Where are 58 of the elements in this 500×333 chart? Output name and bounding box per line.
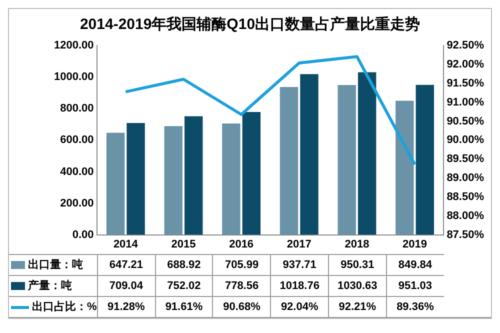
data-label: 950.31 — [328, 254, 386, 275]
bar — [242, 112, 261, 235]
y-tick-label: 400.00 — [60, 166, 94, 178]
y2-tick-label: 87.50% — [446, 228, 484, 241]
data-label: 92.21% — [328, 296, 386, 317]
legend-label: 出口量：吨 — [28, 259, 83, 271]
y2-tick-label: 89.50% — [446, 153, 484, 166]
y2-tick-label: 90.50% — [446, 115, 484, 128]
data-label: 91.61% — [154, 296, 212, 317]
data-label: 1018.76 — [270, 275, 328, 296]
y-tick-label: 200.00 — [60, 197, 94, 210]
bar — [396, 100, 414, 235]
bar — [338, 84, 356, 235]
legend-label: 出口占比：% — [32, 301, 97, 313]
data-label: 92.04% — [270, 296, 328, 317]
bar — [358, 72, 376, 235]
y-tick-label: 1000.00 — [54, 71, 94, 84]
y2-tick-label: 92.50% — [446, 40, 484, 52]
data-label: 778.56 — [212, 275, 270, 296]
data-label: 705.99 — [212, 254, 270, 275]
y-tick-label: 800.00 — [60, 102, 94, 115]
chart-title: 2014-2019年我国辅酶Q10出口数量占产量比重走势 — [78, 15, 422, 35]
data-label: 647.21 — [96, 254, 155, 275]
bar — [106, 132, 125, 235]
x-tick-label: 2019 — [402, 238, 428, 250]
y2-tick-label: 88.00% — [446, 210, 484, 222]
bar — [164, 126, 182, 235]
x-tick-label: 2017 — [286, 238, 312, 250]
bar — [416, 84, 434, 235]
x-tick-label: 2015 — [171, 238, 196, 250]
bar — [222, 123, 240, 235]
y-tick-label: 600.00 — [60, 134, 94, 146]
y2-tick-label: 91.00% — [446, 96, 484, 108]
data-label: 752.02 — [154, 275, 212, 296]
y-tick-label: 0.00 — [72, 228, 94, 241]
data-label: 688.92 — [154, 254, 212, 275]
y-tick-label: 1200.00 — [54, 40, 94, 52]
data-label: 91.28% — [96, 296, 155, 317]
y2-tick-label: 88.50% — [446, 190, 484, 203]
data-label: 1030.63 — [328, 275, 386, 296]
data-label: 89.36% — [386, 296, 444, 317]
legend-label: 产量：吨 — [28, 280, 72, 292]
x-tick-label: 2014 — [113, 238, 139, 250]
data-label: 709.04 — [96, 275, 155, 296]
y2-tick-label: 92.00% — [446, 58, 484, 71]
bar — [300, 74, 318, 235]
data-label: 849.84 — [386, 254, 444, 275]
data-label: 937.71 — [270, 254, 328, 275]
y2-tick-label: 91.50% — [446, 77, 484, 90]
bar — [184, 116, 203, 235]
x-tick-label: 2018 — [344, 238, 370, 250]
bar — [280, 86, 298, 235]
x-tick-label: 2016 — [229, 238, 254, 250]
y2-tick-label: 89.00% — [446, 172, 484, 184]
data-label: 90.68% — [212, 296, 270, 317]
data-label: 951.03 — [386, 275, 444, 296]
y2-tick-label: 90.00% — [446, 134, 484, 146]
bar — [126, 123, 145, 235]
